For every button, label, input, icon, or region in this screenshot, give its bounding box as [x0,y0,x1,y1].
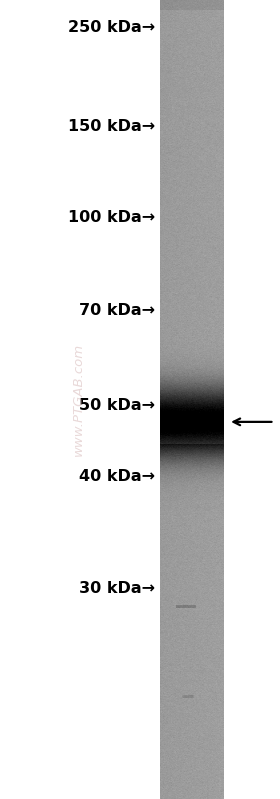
Text: 70 kDa→: 70 kDa→ [80,303,155,317]
Text: www.PTGAB.com: www.PTGAB.com [72,343,85,456]
Text: 150 kDa→: 150 kDa→ [68,119,155,133]
Text: 50 kDa→: 50 kDa→ [80,399,155,413]
Text: 30 kDa→: 30 kDa→ [80,581,155,595]
Text: 100 kDa→: 100 kDa→ [68,210,155,225]
Text: 250 kDa→: 250 kDa→ [68,20,155,34]
Text: 40 kDa→: 40 kDa→ [80,469,155,483]
